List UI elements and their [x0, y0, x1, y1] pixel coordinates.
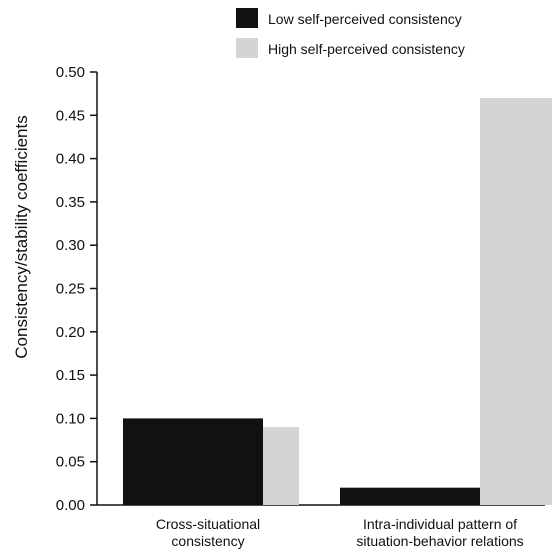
- y-tick-label: 0.15: [56, 367, 85, 384]
- bar-low-1: [123, 418, 263, 505]
- y-tick-label: 0.30: [56, 237, 85, 254]
- y-tick-label: 0.10: [56, 410, 85, 427]
- y-tick-label: 0.45: [56, 107, 85, 124]
- y-tick-label: 0.40: [56, 151, 85, 168]
- category-label: consistency: [171, 533, 244, 549]
- legend: Low self-perceived consistency High self…: [236, 8, 465, 58]
- legend-label-high: High self-perceived consistency: [268, 41, 465, 57]
- bars: [123, 97, 552, 505]
- y-ticks: 0.00 0.05 0.10 0.15 0.20 0.25 0.30 0.35 0.40 0.45…: [56, 64, 97, 514]
- y-tick-label: 0.05: [56, 454, 85, 471]
- y-tick-label: 0.00: [56, 497, 85, 514]
- y-axis-title: Consistency/stability coefficients: [12, 115, 31, 358]
- category-label: Intra-individual pattern of: [363, 516, 517, 532]
- bar-high-2: [480, 97, 552, 505]
- y-tick-label: 0.50: [56, 64, 85, 81]
- y-tick-label: 0.25: [56, 281, 85, 298]
- bar-low-2: [340, 487, 480, 505]
- legend-swatch-low: [236, 8, 258, 28]
- category-label: Cross-situational: [156, 516, 260, 532]
- y-tick-label: 0.35: [56, 194, 85, 211]
- y-tick-label: 0.20: [56, 324, 85, 341]
- legend-label-low: Low self-perceived consistency: [268, 11, 462, 27]
- bar-high-1: [263, 427, 299, 505]
- category-label: situation-behavior relations: [356, 533, 523, 549]
- legend-swatch-high: [236, 38, 258, 58]
